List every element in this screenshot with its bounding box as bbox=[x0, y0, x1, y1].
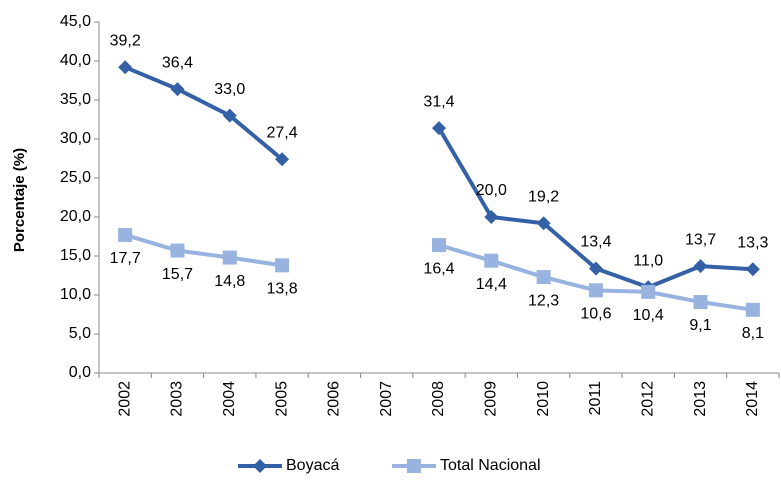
data-label: 13,4 bbox=[580, 234, 611, 251]
point bbox=[275, 152, 290, 167]
y-tick-label: 30,0 bbox=[60, 130, 91, 147]
data-label: 20,0 bbox=[476, 182, 507, 199]
point bbox=[536, 270, 551, 285]
point bbox=[170, 243, 185, 258]
point bbox=[222, 108, 237, 123]
data-label: 13,7 bbox=[685, 231, 716, 248]
point bbox=[693, 259, 708, 274]
x-tick-label: 2002 bbox=[116, 381, 133, 417]
point bbox=[588, 261, 603, 276]
point bbox=[118, 227, 133, 242]
point bbox=[432, 238, 446, 253]
x-tick-label: 2011 bbox=[587, 381, 604, 416]
data-label: 16,4 bbox=[423, 260, 454, 277]
x-tick-label: 2010 bbox=[535, 381, 552, 417]
point bbox=[693, 295, 708, 310]
legend-label: Boyacá bbox=[286, 457, 339, 474]
y-tick-label: 5,0 bbox=[69, 325, 91, 342]
x-tick-label: 2014 bbox=[744, 381, 761, 417]
point bbox=[432, 121, 446, 136]
data-label: 31,4 bbox=[423, 93, 454, 110]
data-label: 14,4 bbox=[476, 276, 507, 293]
x-tick-label: 2004 bbox=[221, 381, 238, 417]
data-label: 11,0 bbox=[633, 252, 663, 269]
data-label: 13,3 bbox=[737, 234, 768, 251]
y-tick-label: 0,0 bbox=[69, 364, 91, 381]
y-axis-title: Porcentaje (%) bbox=[11, 148, 28, 252]
data-label: 15,7 bbox=[162, 266, 193, 283]
data-label: 9,1 bbox=[689, 317, 711, 334]
x-tick-label: 2006 bbox=[326, 381, 343, 417]
data-label: 8,1 bbox=[742, 325, 764, 342]
data-label: 39,2 bbox=[110, 32, 141, 49]
y-tick-label: 25,0 bbox=[60, 169, 91, 186]
y-tick-label: 20,0 bbox=[60, 208, 91, 225]
point bbox=[745, 262, 760, 277]
data-label: 17,7 bbox=[110, 250, 141, 267]
x-tick-label: 2008 bbox=[430, 381, 447, 417]
point bbox=[253, 459, 267, 473]
x-tick-label: 2007 bbox=[378, 381, 395, 417]
y-tick-label: 45,0 bbox=[60, 13, 91, 30]
point bbox=[484, 210, 499, 224]
point bbox=[745, 302, 760, 317]
x-tick-label: 2003 bbox=[169, 381, 186, 417]
y-tick-label: 35,0 bbox=[60, 91, 91, 108]
data-label: 10,6 bbox=[580, 306, 611, 323]
y-tick-label: 10,0 bbox=[60, 286, 91, 303]
data-label: 14,8 bbox=[214, 273, 245, 290]
point bbox=[407, 459, 421, 473]
point bbox=[275, 258, 290, 273]
x-tick-label: 2005 bbox=[273, 381, 290, 417]
point bbox=[641, 284, 656, 299]
x-tick-label: 2013 bbox=[692, 381, 709, 417]
data-label: 10,4 bbox=[633, 307, 664, 324]
data-label: 27,4 bbox=[267, 124, 298, 141]
data-label: 33,0 bbox=[214, 81, 245, 98]
x-tick-label: 2009 bbox=[483, 381, 500, 417]
x-tick-label: 2012 bbox=[639, 381, 656, 417]
legend-label: Total Nacional bbox=[440, 457, 541, 474]
y-tick-label: 40,0 bbox=[60, 52, 91, 69]
point bbox=[484, 253, 499, 268]
data-label: 19,2 bbox=[528, 188, 559, 205]
point bbox=[118, 60, 133, 75]
point bbox=[588, 283, 603, 298]
data-label: 36,4 bbox=[162, 54, 193, 71]
point bbox=[170, 82, 185, 97]
data-label: 13,8 bbox=[267, 281, 298, 298]
y-tick-label: 15,0 bbox=[60, 247, 91, 264]
data-label: 12,3 bbox=[528, 292, 559, 309]
point bbox=[536, 216, 551, 231]
point bbox=[222, 250, 237, 265]
